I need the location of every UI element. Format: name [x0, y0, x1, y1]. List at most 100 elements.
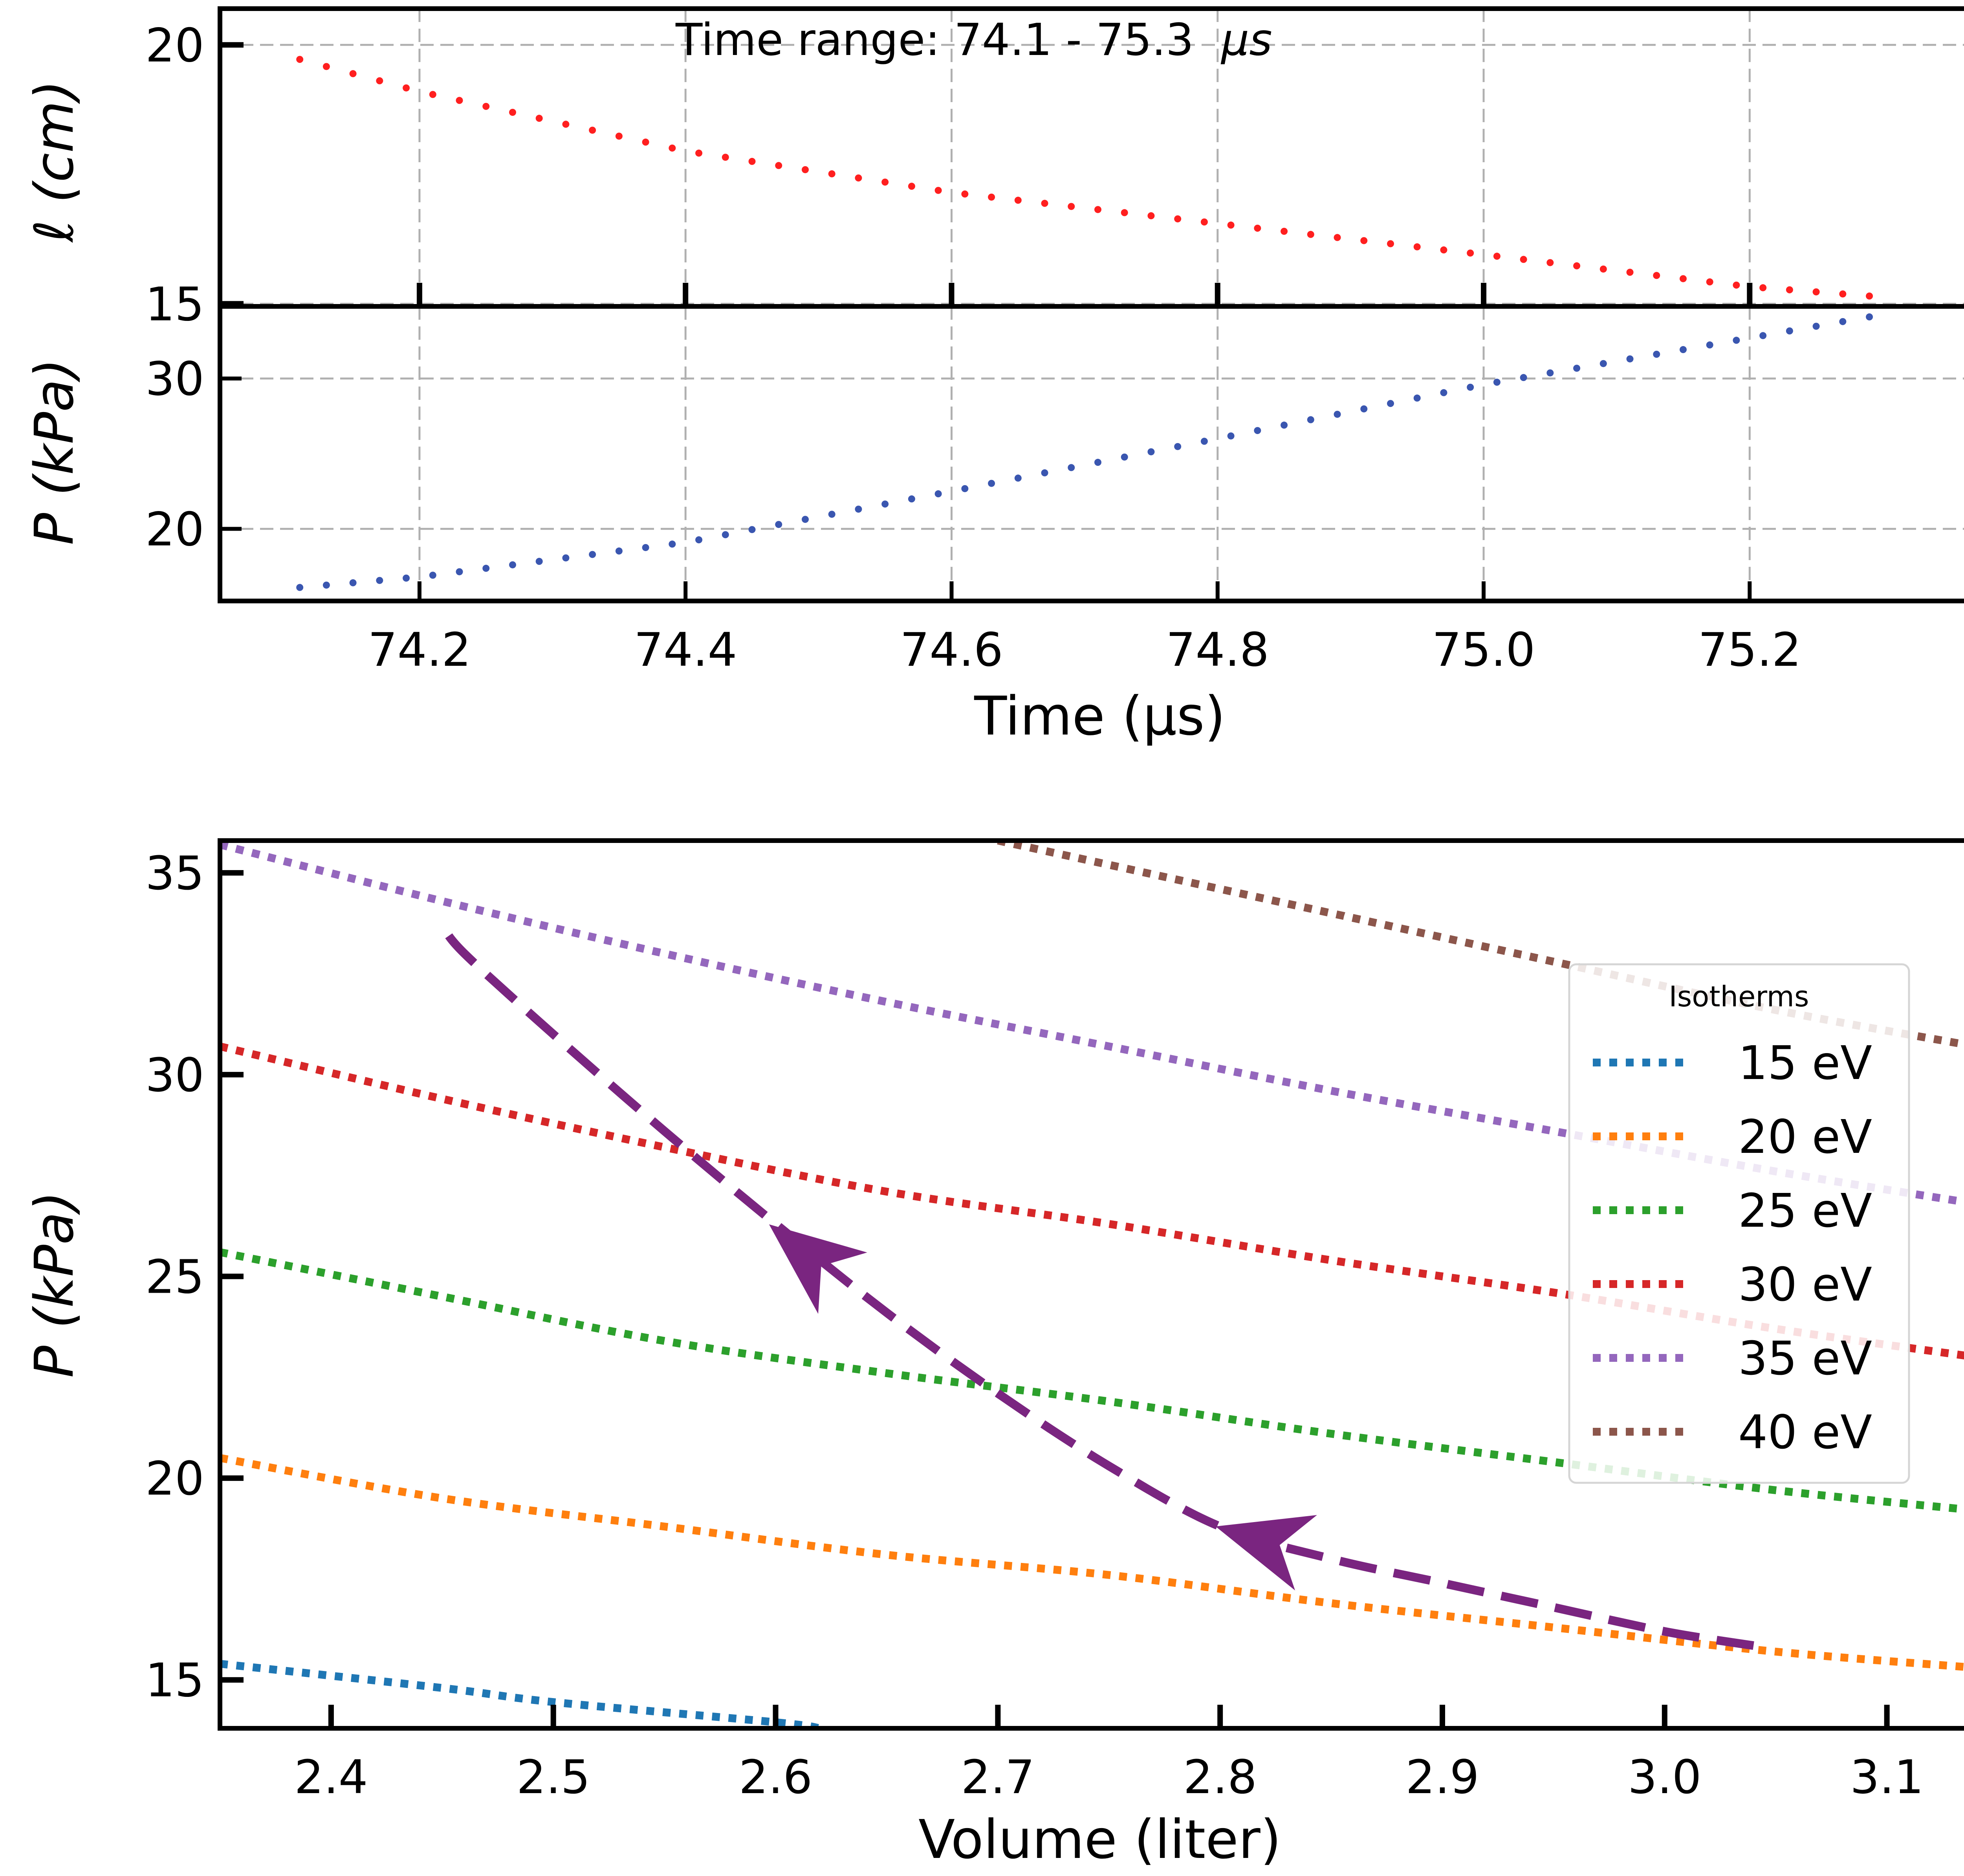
pressure-point-6	[456, 568, 463, 575]
length-point-40	[1360, 237, 1368, 244]
legend-entries: 15 eV 20 eV 25 eV 30 eV 35 eV 40 eV	[1593, 1036, 1872, 1459]
length-panel-grid	[220, 9, 1964, 306]
length-point-41	[1387, 240, 1394, 247]
pressure-point-34	[1200, 438, 1208, 445]
pv-y-tick-label-0: 15	[145, 1653, 204, 1707]
pv-y-tick-label-4: 35	[145, 846, 204, 900]
pressure-point-41	[1387, 400, 1394, 407]
time-range-unit: μs	[1220, 15, 1272, 66]
length-point-24	[934, 187, 942, 194]
volume-x-tick-label-6: 3.0	[1628, 1750, 1702, 1804]
length-point-42	[1413, 243, 1421, 251]
legend-box	[1568, 963, 1910, 1484]
length-point-50	[1626, 269, 1634, 276]
length-point-1	[322, 63, 330, 70]
length-point-25	[961, 190, 969, 198]
pressure-point-59	[1866, 313, 1873, 321]
pressure-point-43	[1440, 389, 1447, 396]
volume-x-tick-label-5: 2.9	[1405, 1750, 1479, 1804]
volume-x-tick-label-0: 2.4	[294, 1750, 368, 1804]
pressure-point-26	[988, 480, 995, 487]
length-point-19	[802, 166, 809, 173]
length-point-5	[429, 91, 436, 98]
time-range-text: Time range: 74.1 - 75.3	[675, 15, 1194, 66]
length-point-21	[855, 174, 862, 182]
pressure-point-18	[775, 521, 782, 528]
length-point-11	[589, 126, 596, 134]
pressure-point-15	[695, 536, 703, 544]
length-point-14	[669, 144, 676, 152]
pressure-point-55	[1759, 332, 1767, 339]
length-point-38	[1307, 231, 1314, 238]
length-point-31	[1121, 209, 1128, 216]
pressure-point-35	[1227, 432, 1235, 440]
pressure-point-47	[1546, 369, 1554, 377]
volume-x-tick-labels: 2.4 2.5 2.6 2.7 2.8 2.9 3.0 3.1	[294, 1750, 1924, 1804]
pressure-point-11	[589, 551, 596, 558]
length-point-15	[695, 149, 703, 157]
length-point-45	[1493, 253, 1500, 260]
length-point-7	[482, 103, 490, 110]
length-point-28	[1041, 200, 1048, 207]
pressure-point-27	[1014, 474, 1022, 482]
pressure-point-24	[934, 490, 942, 498]
pressure-series	[296, 313, 1873, 591]
length-y-axis-label: ℓ (cm)	[24, 80, 86, 243]
pressure-point-30	[1094, 459, 1101, 466]
length-series	[296, 56, 1873, 300]
pressure-point-25	[961, 485, 969, 492]
length-point-36	[1254, 224, 1261, 232]
length-y-tick-label-1: 20	[145, 18, 204, 72]
pressure-point-42	[1413, 394, 1421, 402]
pressure-point-33	[1174, 443, 1182, 450]
length-point-35	[1227, 222, 1235, 229]
length-point-51	[1653, 272, 1660, 279]
pressure-point-22	[881, 500, 889, 508]
pressure-point-0	[296, 584, 304, 591]
pv-panel-frame	[218, 838, 1964, 1731]
pressure-point-29	[1068, 464, 1075, 471]
time-x-tick-labels: 74.2 74.4 74.6 74.8 75.0 75.2	[368, 623, 1801, 677]
volume-x-tick-label-7: 3.1	[1850, 1750, 1924, 1804]
length-point-49	[1599, 265, 1607, 273]
length-point-39	[1334, 234, 1341, 241]
legend-label-1: 20 eV	[1738, 1110, 1872, 1164]
time-range-annotation: Time range: 74.1 - 75.3 μs	[675, 15, 1272, 66]
time-x-tick-label-3: 74.8	[1166, 623, 1269, 677]
length-point-12	[615, 132, 623, 140]
pressure-point-31	[1121, 453, 1128, 461]
length-point-8	[509, 108, 516, 116]
legend-label-0: 15 eV	[1738, 1036, 1872, 1090]
pressure-point-8	[509, 561, 516, 568]
length-point-56	[1786, 286, 1793, 293]
volume-x-tick-label-4: 2.8	[1183, 1750, 1257, 1804]
length-point-26	[988, 193, 995, 201]
pressure-point-38	[1307, 416, 1314, 423]
legend-label-5: 40 eV	[1738, 1405, 1872, 1459]
length-point-57	[1812, 288, 1820, 296]
length-point-47	[1546, 259, 1554, 266]
pressure-point-23	[908, 495, 915, 503]
pressure-point-45	[1493, 379, 1500, 386]
length-point-37	[1281, 227, 1288, 235]
volume-x-tick-label-2: 2.6	[739, 1750, 813, 1804]
length-point-29	[1068, 203, 1075, 210]
pv-ticks	[220, 870, 1890, 1728]
volume-x-axis-label: Volume (liter)	[918, 1809, 1281, 1871]
pressure-point-51	[1653, 350, 1660, 358]
length-point-18	[775, 162, 782, 169]
legend-label-2: 25 eV	[1738, 1183, 1872, 1238]
pressure-point-4	[403, 574, 410, 582]
length-point-59	[1866, 292, 1873, 300]
pressure-point-46	[1520, 374, 1527, 381]
isotherm-30ev	[220, 1042, 1964, 1359]
length-point-44	[1467, 249, 1474, 257]
length-point-2	[349, 70, 357, 77]
length-point-52	[1680, 275, 1687, 282]
length-point-58	[1839, 290, 1847, 298]
pressure-time-panel-frame	[218, 304, 1964, 603]
length-point-53	[1706, 278, 1713, 286]
pressure-point-53	[1706, 341, 1713, 349]
isotherm-15ev	[220, 1660, 821, 1728]
